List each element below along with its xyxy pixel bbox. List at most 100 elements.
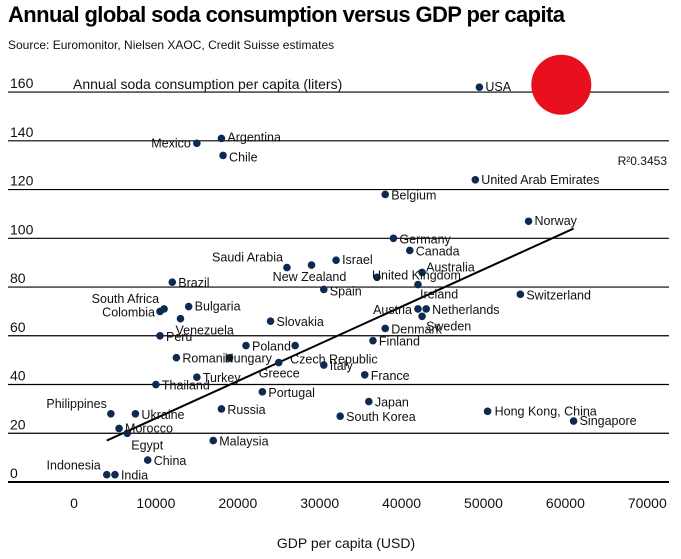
y-tick-label: 60 (10, 319, 26, 335)
point-poland (242, 341, 250, 350)
point-mexico (193, 139, 201, 148)
point-romania (172, 353, 181, 362)
point-label-chile: Chile (229, 150, 258, 164)
point-label-sweden: Sweden (426, 319, 471, 333)
point-israel (332, 256, 340, 265)
point-label-denmark: Denmark (391, 322, 442, 336)
point-australia (418, 268, 426, 277)
point-portugal (258, 388, 267, 396)
x-tick-label: 60000 (546, 495, 585, 511)
point-belgium (381, 190, 390, 199)
trend-line (106, 227, 575, 442)
point-label-morocco: Morocco (125, 421, 173, 435)
point-brazil (168, 278, 177, 286)
y-tick-label: 40 (10, 368, 26, 384)
chart-title: Annual global soda consumption versus GD… (8, 2, 565, 27)
point-philippines (107, 409, 115, 418)
point-canada (405, 246, 414, 255)
point-argentina (217, 134, 226, 143)
point-label-venezuela: Venezuela (175, 324, 233, 338)
x-tick-label: 40000 (382, 495, 421, 511)
point-indonesia (102, 470, 111, 479)
point-label-russia: Russia (227, 403, 265, 417)
point-china (143, 456, 152, 464)
point-label-united-kingdom: United Kingdom (372, 268, 461, 282)
point-usa (475, 83, 484, 92)
point-czech-republic (291, 341, 299, 350)
point-label-spain: Spain (330, 284, 362, 298)
x-tick-label: 10000 (136, 495, 175, 511)
point-slovakia (266, 317, 275, 325)
point-label-netherlands: Netherlands (432, 303, 499, 317)
point-finland (369, 336, 377, 345)
point-switzerland (516, 290, 525, 299)
y-tick-label: 80 (10, 270, 26, 286)
point-label-switzerland: Switzerland (526, 288, 591, 302)
point-label-finland: Finland (379, 335, 420, 349)
point-label-turkey: Turkey (203, 371, 241, 385)
point-denmark (381, 324, 390, 333)
point-label-belgium: Belgium (391, 188, 436, 202)
point-label-poland: Poland (252, 340, 291, 354)
x-tick-label: 20000 (218, 495, 257, 511)
point-label-singapore: Singapore (580, 414, 637, 428)
point-peru (156, 331, 164, 340)
point-hong-kong-china (483, 407, 492, 416)
point-chile (219, 151, 227, 160)
point-hungary (225, 353, 234, 362)
y-tick-label: 140 (10, 124, 34, 140)
point-label-czech-republic: Czech Republic (290, 353, 378, 367)
point-ukraine (131, 409, 140, 418)
point-label-south-korea: South Korea (346, 410, 416, 424)
x-tick-label: 0 (70, 495, 78, 511)
point-egypt (123, 429, 132, 438)
chart-source: Source: Euromonitor, Nielsen XAOC, Credi… (8, 38, 335, 52)
point-label-new-zealand: New Zealand (273, 270, 347, 284)
point-label-slovakia: Slovakia (277, 315, 324, 329)
point-france (360, 370, 369, 379)
point-label-canada: Canada (416, 244, 460, 258)
point-label-thailand: Thailand (162, 379, 210, 393)
point-label-usa: USA (485, 80, 511, 94)
point-turkey (193, 373, 201, 382)
point-italy (319, 361, 328, 369)
point-label-italy: Italy (330, 359, 354, 373)
point-singapore (569, 417, 578, 425)
x-tick-label: 50000 (464, 495, 503, 511)
point-label-united-arab-emirates: United Arab Emirates (481, 173, 599, 187)
y-tick-label: 160 (10, 75, 34, 91)
point-labels: USA Argentina Mexico Chile United Arab Emira… (46, 80, 636, 482)
point-label-brazil: Brazil (178, 276, 209, 290)
data-points (102, 83, 578, 479)
point-label-romania: Romania (182, 352, 232, 366)
x-axis-label: GDP per capita (USD) (277, 535, 415, 551)
point-label-philippines: Philippines (46, 397, 106, 411)
point-label-israel: Israel (342, 253, 373, 267)
point-norway (524, 217, 533, 226)
point-label-hong-kong-china: Hong Kong, China (495, 404, 597, 418)
point-label-malaysia: Malaysia (219, 435, 268, 449)
point-label-indonesia: Indonesia (47, 459, 101, 473)
point-russia (217, 405, 226, 413)
x-tick-label: 30000 (300, 495, 339, 511)
point-germany (389, 234, 398, 243)
x-tick-labels: 0 10000 20000 30000 40000 50000 60000 70000 (70, 495, 667, 511)
point-south-korea (336, 412, 344, 421)
point-label-saudi-arabia: Saudi Arabia (212, 251, 283, 265)
point-label-south-africa: South Africa (92, 292, 159, 306)
point-label-japan: Japan (375, 396, 409, 410)
point-label-argentina: Argentina (227, 130, 281, 144)
point-label-bulgaria: Bulgaria (195, 300, 241, 314)
y-tick-label: 20 (10, 416, 26, 432)
y-axis-label: Annual soda consumption per capita (lite… (73, 76, 342, 92)
y-tick-label: 0 (10, 465, 18, 481)
point-ireland (414, 280, 422, 289)
point-label-peru: Peru (166, 330, 192, 344)
point-label-norway: Norway (535, 214, 578, 228)
point-label-china: China (154, 454, 187, 468)
point-united-kingdom (373, 273, 381, 282)
point-venezuela (176, 314, 185, 323)
point-label-ukraine: Ukraine (141, 408, 184, 422)
point-austria (414, 305, 422, 313)
